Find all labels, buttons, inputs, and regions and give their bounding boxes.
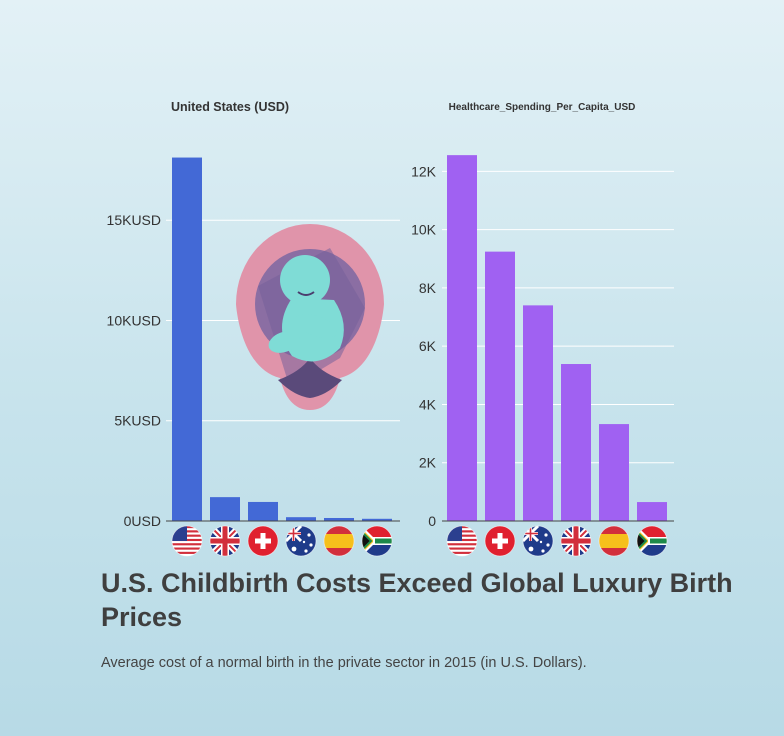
left-chart-title: United States (USD) — [171, 100, 289, 114]
right-bar-switzerland — [485, 251, 515, 521]
right-y-tick-label: 4K — [419, 396, 437, 412]
uk-flag-icon — [209, 525, 241, 557]
left-y-tick-label: 10KUSD — [107, 312, 161, 328]
left-bar-australia — [286, 517, 316, 521]
chart-left: United States (USD) 0USD 5KUSD 10KUSD 15KUS… — [107, 100, 400, 557]
australia-flag-icon — [522, 525, 554, 557]
left-bar-united-kingdom — [210, 497, 240, 521]
switzerland-flag-icon — [484, 525, 516, 557]
left-y-tick-label: 5KUSD — [114, 413, 161, 429]
right-bar-spain — [599, 424, 629, 521]
switzerland-flag-icon — [247, 525, 279, 557]
fetus-in-womb-icon — [236, 224, 384, 410]
left-bar-spain — [324, 517, 354, 521]
chart-right: Healthcare_Spending_Per_Capita_USD 0 2K 4K… — [411, 102, 674, 557]
left-y-tick-label: 15KUSD — [107, 212, 161, 228]
uk-flag-icon — [560, 525, 592, 557]
left-bar-switzerland — [248, 501, 278, 521]
right-y-tick-label: 2K — [419, 455, 437, 471]
left-bar-united-states — [172, 157, 202, 521]
right-y-tick-label: 0 — [428, 513, 436, 529]
us-flag-icon — [171, 525, 203, 557]
left-y-tick-label: 0USD — [124, 513, 161, 529]
right-y-tick-label: 6K — [419, 338, 437, 354]
right-y-tick-label: 10K — [411, 222, 437, 238]
page-title: U.S. Childbirth Costs Exceed Global Luxu… — [101, 568, 733, 632]
right-bar-australia — [523, 305, 553, 521]
right-chart-title: Healthcare_Spending_Per_Capita_USD — [449, 102, 636, 113]
us-flag-icon — [446, 525, 478, 557]
right-bar-south-africa — [637, 502, 667, 521]
australia-flag-icon — [285, 525, 317, 557]
right-y-tick-label: 12K — [411, 163, 437, 179]
right-bar-united-states — [447, 155, 477, 521]
south-africa-flag-icon — [361, 525, 393, 557]
spain-flag-icon — [323, 525, 355, 557]
right-y-tick-label: 8K — [419, 280, 437, 296]
spain-flag-icon — [598, 525, 630, 557]
page-subtitle: Average cost of a normal birth in the pr… — [101, 655, 587, 671]
south-africa-flag-icon — [636, 525, 668, 557]
left-bar-south-africa — [362, 518, 392, 521]
right-bar-united-kingdom — [561, 364, 591, 521]
